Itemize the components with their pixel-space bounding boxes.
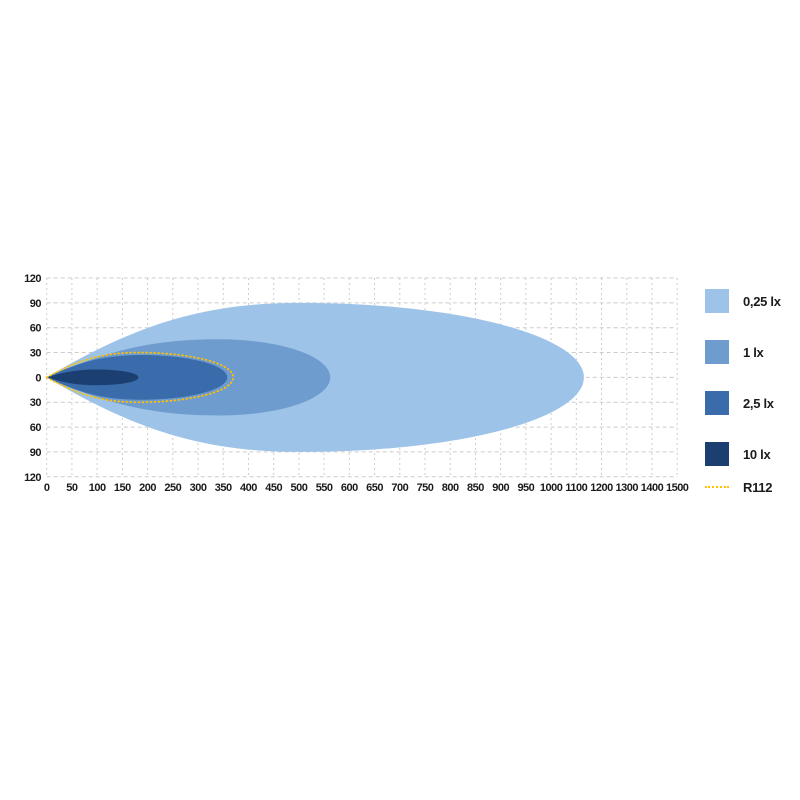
x-tick-label: 100 xyxy=(89,482,106,494)
legend-item-r112: R112 xyxy=(705,475,781,499)
legend-label-10lx: 10 lx xyxy=(743,446,771,462)
y-tick-label: 90 xyxy=(30,447,42,459)
x-tick-label: 0 xyxy=(44,482,50,494)
x-tick-label: 650 xyxy=(366,482,383,494)
legend-item-25lx: 2,5 lx xyxy=(705,391,781,415)
legend-swatch-025lx xyxy=(705,289,729,313)
y-tick-label: 120 xyxy=(24,472,41,484)
y-tick-label: 120 xyxy=(24,273,41,285)
x-tick-label: 1300 xyxy=(616,482,639,494)
y-tick-label: 90 xyxy=(30,298,42,310)
x-tick-label: 450 xyxy=(265,482,282,494)
x-tick-label: 900 xyxy=(492,482,509,494)
x-tick-label: 50 xyxy=(66,482,78,494)
x-tick-label: 800 xyxy=(442,482,459,494)
x-tick-label: 1200 xyxy=(590,482,613,494)
legend-label-025lx: 0,25 lx xyxy=(743,293,781,309)
x-tick-label: 500 xyxy=(290,482,307,494)
x-tick-label: 400 xyxy=(240,482,257,494)
y-tick-label: 60 xyxy=(30,323,42,335)
legend-item-1lx: 1 lx xyxy=(705,340,781,364)
x-tick-label: 850 xyxy=(467,482,484,494)
legend-item-025lx: 0,25 lx xyxy=(705,289,781,313)
legend-item-10lx: 10 lx xyxy=(705,442,781,466)
chart-legend: 0,25 lx 1 lx 2,5 lx 10 lx R112 xyxy=(705,289,781,526)
legend-swatch-1lx xyxy=(705,340,729,364)
y-tick-label: 30 xyxy=(30,397,42,409)
x-tick-label: 250 xyxy=(164,482,181,494)
legend-label-r112: R112 xyxy=(743,479,773,495)
x-tick-label: 1400 xyxy=(641,482,664,494)
x-tick-label: 550 xyxy=(316,482,333,494)
r112-dotted-line-icon xyxy=(705,486,729,488)
y-tick-label: 60 xyxy=(30,422,42,434)
legend-swatch-25lx xyxy=(705,391,729,415)
x-tick-label: 350 xyxy=(215,482,232,494)
legend-swatch-10lx xyxy=(705,442,729,466)
x-tick-label: 950 xyxy=(517,482,534,494)
x-tick-label: 1100 xyxy=(565,482,587,494)
y-tick-label: 0 xyxy=(35,372,41,384)
r112-reference-outline xyxy=(44,351,235,404)
x-tick-label: 1000 xyxy=(540,482,563,494)
beam-area-10-lx xyxy=(46,369,139,386)
x-tick-label: 750 xyxy=(417,482,434,494)
y-tick-label: 30 xyxy=(30,348,42,360)
x-tick-label: 200 xyxy=(139,482,156,494)
legend-label-25lx: 2,5 lx xyxy=(743,395,774,411)
x-tick-label: 700 xyxy=(391,482,408,494)
x-tick-label: 300 xyxy=(190,482,207,494)
x-tick-label: 1500 xyxy=(666,482,689,494)
legend-label-1lx: 1 lx xyxy=(743,344,764,360)
x-tick-label: 150 xyxy=(114,482,131,494)
x-tick-label: 600 xyxy=(341,482,358,494)
